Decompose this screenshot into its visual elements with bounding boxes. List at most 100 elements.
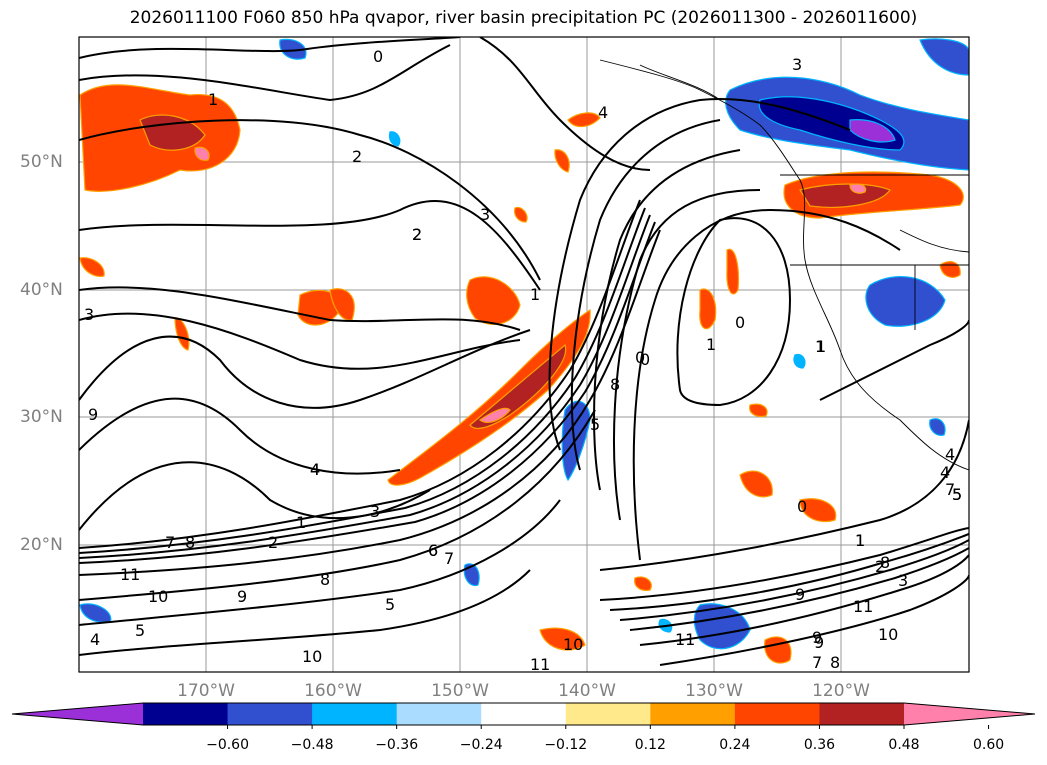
contour-label: 2	[268, 533, 278, 552]
colorbar-segment	[565, 703, 651, 725]
colorbar-segment	[819, 703, 905, 725]
contour-label: 7	[165, 533, 175, 552]
precip-area	[849, 119, 896, 143]
precip-area	[726, 248, 740, 295]
contour-label: 9	[237, 587, 247, 606]
contour-label: 9	[814, 633, 824, 652]
precip-area	[469, 343, 567, 429]
contour-label: 0	[640, 350, 650, 369]
contour-label: 9	[795, 585, 805, 604]
lon-label-140w: 140°W	[558, 681, 616, 701]
contour-label-group: 0 1 2 3 2 3 4 4 3 2 1 0 1 0 3 4 1 7 8 9 …	[84, 47, 962, 674]
contour-label: 4	[940, 463, 950, 482]
contour-label: 1	[855, 531, 865, 550]
contour-label: 11	[853, 597, 873, 616]
contour-label: 10	[302, 647, 322, 666]
colorbar-segment	[396, 703, 482, 725]
colorbar-tick-label: 0.24	[719, 737, 751, 753]
lat-label-40n: 40°N	[20, 280, 63, 300]
colorbar-tick-label: −0.12	[544, 737, 588, 753]
precip-area	[174, 317, 190, 351]
precip-area	[849, 183, 867, 194]
colorbar	[11, 702, 1036, 729]
contour-label: 8	[185, 533, 195, 552]
colorbar-tick-label: −0.48	[290, 737, 334, 753]
contour-label: 10	[563, 635, 583, 654]
precip-area	[139, 114, 206, 151]
contour-label: 3	[898, 571, 908, 590]
map-frame	[78, 36, 970, 673]
lat-label-30n: 30°N	[20, 407, 63, 427]
colorbar-segments	[12, 703, 1035, 725]
precip-area	[194, 146, 210, 161]
contour-label: 11	[120, 565, 140, 584]
colorbar-tick-label: −0.24	[459, 737, 503, 753]
colorbar-tick-label: −0.36	[375, 737, 419, 753]
precip-area	[799, 183, 891, 208]
precip-area	[466, 276, 521, 326]
lat-label-20n: 20°N	[20, 535, 63, 555]
contour-label: 4	[945, 445, 955, 464]
contour-label: 2	[412, 225, 422, 244]
contour-label: 4	[310, 460, 320, 479]
colorbar-segment	[650, 703, 736, 725]
contour-label: 2	[352, 147, 362, 166]
contour-label: 8	[320, 570, 330, 589]
precip-area	[865, 276, 946, 327]
colorbar-segment	[227, 703, 313, 725]
coastlines	[599, 59, 969, 471]
contour-label: 7	[812, 653, 822, 672]
precip-area	[388, 131, 401, 147]
lon-label-170w: 170°W	[177, 681, 235, 701]
contour-label: 0	[735, 313, 745, 332]
qvapor-contours	[79, 37, 969, 666]
precip-area	[463, 563, 480, 587]
contour-label: 10	[878, 625, 898, 644]
contour-label: 2	[412, 225, 422, 244]
contour-label: 11	[675, 630, 695, 649]
contour-label: 0	[797, 497, 807, 516]
contour-label: 3	[480, 205, 490, 224]
lon-label-160w: 160°W	[304, 681, 362, 701]
precip-area	[554, 149, 570, 173]
contour-label: 1	[815, 337, 825, 356]
contour-label: 1	[208, 90, 218, 109]
lon-label-150w: 150°W	[431, 681, 489, 701]
contour-label: 6	[428, 541, 438, 560]
precip-area	[539, 627, 586, 651]
colorbar-segment	[734, 703, 820, 725]
contour-label: 8	[610, 375, 620, 394]
contour-label: 1	[296, 513, 306, 532]
colorbar-tick-label: −0.60	[206, 737, 249, 753]
colorbar-tick-label: 0.12	[634, 737, 666, 753]
contour-label: 4	[310, 460, 320, 479]
precip-area	[478, 407, 511, 423]
colorbar-segment	[143, 703, 229, 725]
contour-label: 1	[706, 335, 716, 354]
colorbar-tick-label: 0.36	[803, 737, 836, 753]
precip-area	[513, 206, 528, 223]
lon-label-120w: 120°W	[812, 681, 870, 701]
contour-label: 7	[945, 480, 955, 499]
contour-label: 5	[952, 485, 962, 504]
colorbar-outline	[11, 702, 1036, 726]
colorbar-extend-low	[12, 703, 143, 725]
contour-label: 4	[90, 630, 100, 649]
contour-label: 7	[444, 549, 454, 568]
precip-area	[739, 470, 773, 498]
precip-area	[793, 353, 806, 369]
map-content	[79, 37, 969, 672]
contour-label: 5	[135, 621, 145, 640]
contour-label: 1	[530, 285, 540, 304]
contour-label: 0	[373, 47, 383, 66]
contour-label: 8	[830, 653, 840, 672]
precip-area	[79, 257, 105, 277]
precip-area	[699, 288, 717, 330]
colorbar-segment	[312, 703, 398, 725]
precip-area	[919, 38, 969, 76]
precip-positive-areas	[79, 84, 964, 664]
contour-label: 10	[148, 587, 168, 606]
lat-label-50n: 50°N	[20, 152, 63, 172]
lon-label-130w: 130°W	[685, 681, 743, 701]
precip-area	[634, 576, 652, 591]
